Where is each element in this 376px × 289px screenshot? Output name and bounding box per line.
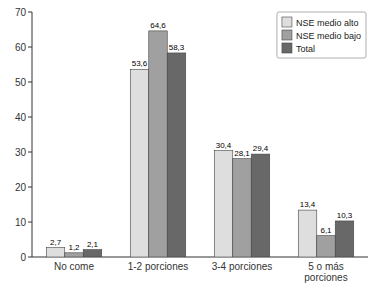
- data-label: 58,3: [169, 43, 185, 52]
- bar: [130, 69, 148, 257]
- y-tick-label: 10: [15, 217, 27, 228]
- x-tick-label-line: 1-2 porciones: [128, 261, 189, 272]
- y-tick-label: 60: [15, 42, 27, 53]
- legend-box: [277, 12, 366, 58]
- bars: [46, 31, 353, 257]
- y-tick-label: 70: [15, 7, 27, 18]
- bar: [149, 31, 167, 257]
- bar: [233, 159, 251, 257]
- data-label: 1,2: [68, 243, 80, 252]
- y-tick: [28, 222, 32, 223]
- x-tick-label: 5 o másporciones: [304, 261, 347, 283]
- data-label: 6,1: [320, 226, 332, 235]
- y-tick: [28, 82, 32, 83]
- bar: [214, 151, 232, 257]
- y-tick: [28, 257, 32, 258]
- y-tick-label: 0: [20, 252, 26, 263]
- x-tick-label-line: 3-4 porciones: [212, 261, 273, 272]
- legend-label: NSE medio bajo: [296, 31, 361, 41]
- x-tick-label-line: 5 o más: [308, 261, 344, 272]
- data-label: 53,6: [132, 59, 148, 68]
- bar: [83, 250, 101, 257]
- legend-swatch: [282, 43, 292, 53]
- bar: [167, 53, 185, 257]
- legend-swatch: [282, 30, 292, 40]
- x-tick-label-line: No come: [54, 261, 94, 272]
- legend-label: NSE medio alto: [296, 18, 359, 28]
- data-label: 29,4: [253, 144, 269, 153]
- data-label: 2,7: [50, 238, 62, 247]
- chart-container: 0 10 20 30 40 50 60 70 No come 1-2 porciones 3-4 p…: [0, 0, 376, 289]
- data-label: 30,4: [216, 141, 232, 150]
- y-axis-line: [32, 12, 33, 257]
- bar: [335, 221, 353, 257]
- data-label: 13,4: [300, 200, 316, 209]
- y-tick-label: 40: [15, 112, 27, 123]
- bar: [317, 236, 335, 257]
- legend: NSE medio alto NSE medio bajo Total: [277, 12, 366, 58]
- data-label: 64,6: [150, 21, 166, 30]
- x-tick-label: 3-4 porciones: [212, 261, 273, 272]
- y-tick-label: 20: [15, 182, 27, 193]
- y-tick: [28, 117, 32, 118]
- bar: [251, 154, 269, 257]
- x-tick-label: No come: [54, 261, 94, 272]
- x-tick-label: 1-2 porciones: [128, 261, 189, 272]
- y-tick-label: 50: [15, 77, 27, 88]
- x-tick-label-line: porciones: [304, 272, 347, 283]
- chart: 0 10 20 30 40 50 60 70 No come 1-2 porciones 3-4 p…: [0, 0, 376, 289]
- legend-swatch: [282, 17, 292, 27]
- y-tick: [28, 47, 32, 48]
- data-label: 10,3: [337, 211, 353, 220]
- bar: [298, 210, 316, 257]
- y-tick-label: 30: [15, 147, 27, 158]
- y-tick: [28, 187, 32, 188]
- bar: [65, 253, 83, 257]
- bar: [46, 248, 64, 257]
- data-label: 2,1: [87, 240, 99, 249]
- y-tick: [28, 12, 32, 13]
- y-tick: [28, 152, 32, 153]
- data-label: 28,1: [234, 149, 250, 158]
- legend-label: Total: [296, 44, 315, 54]
